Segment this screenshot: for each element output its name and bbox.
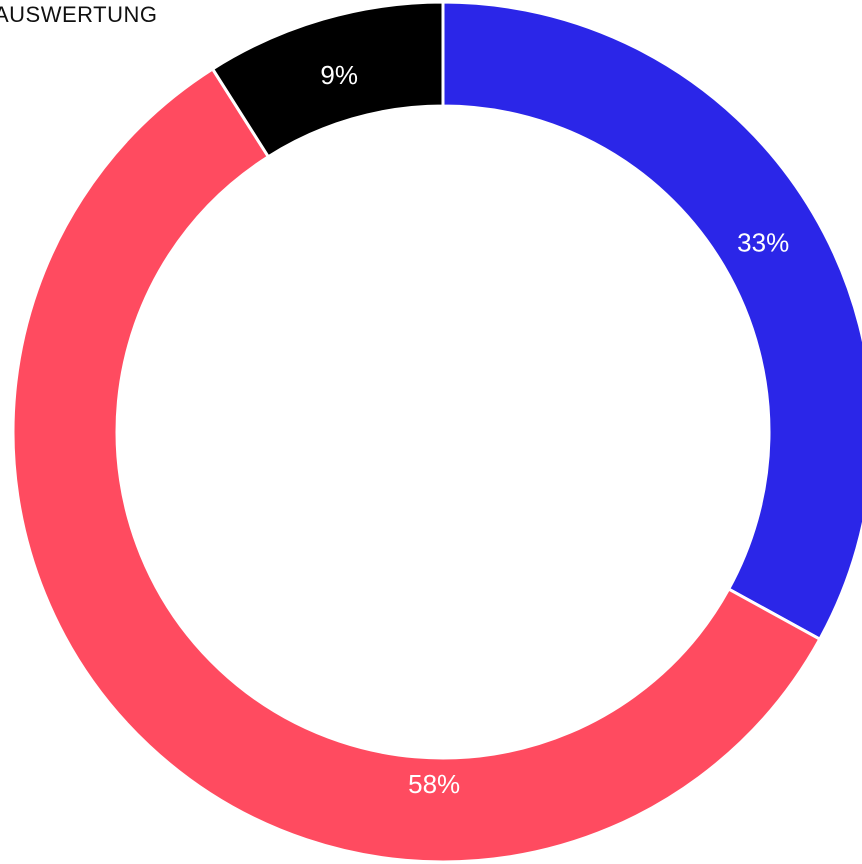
donut-slices [11,0,862,864]
donut-labels: 33% 58% 9% [320,60,789,799]
slice-label-1: 33% [737,228,789,258]
donut-slice-3 [211,0,445,159]
chart-title: AUSWERTUNG [0,2,158,27]
slice-label-2: 58% [408,769,460,799]
slice-label-3: 9% [320,60,358,90]
donut-slice-1 [441,0,862,641]
donut-slice-2 [11,67,822,864]
